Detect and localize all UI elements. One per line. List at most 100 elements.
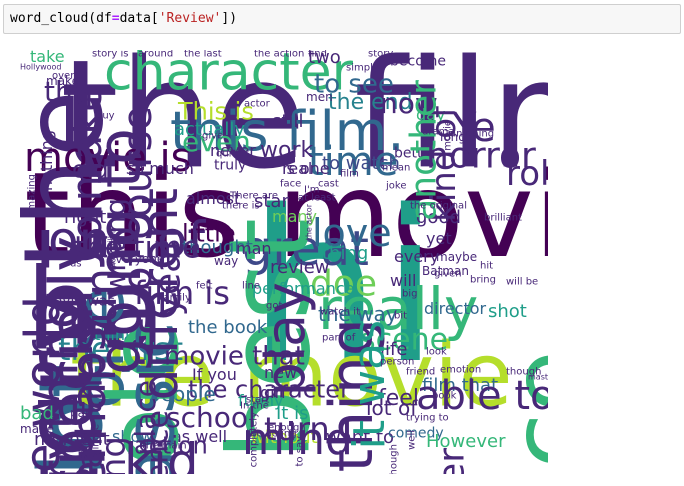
word-line: line — [242, 280, 260, 291]
word-way: way — [214, 254, 238, 268]
word-now: now — [380, 87, 438, 120]
word-never: never — [210, 141, 256, 160]
word-people: people — [148, 382, 216, 406]
word-part-of: part of — [322, 332, 356, 343]
code-cell-input[interactable]: word_cloud(df=data['Review']) — [3, 4, 681, 34]
word-performance: performance — [252, 279, 354, 298]
word-funny: funny — [238, 391, 284, 410]
word-film: film — [340, 168, 359, 179]
word-year: year — [148, 236, 189, 317]
word-life: life — [380, 339, 407, 360]
word-actually: actually — [174, 119, 245, 140]
word-day: day — [416, 105, 445, 124]
word-so-much: so much — [126, 159, 194, 178]
code-paren-close: ) — [229, 11, 238, 26]
word-completely: completely — [248, 412, 259, 467]
word-i-m: I'm — [304, 184, 319, 195]
word-start: start — [246, 394, 269, 405]
word-the-best: the best — [205, 218, 335, 474]
word-making: making — [94, 436, 134, 474]
word-the-world: the world — [20, 296, 71, 474]
word-big: big — [402, 288, 417, 299]
word-person: person — [380, 356, 414, 367]
word-perhaps: perhaps — [61, 326, 117, 474]
word-film-is: film is — [134, 274, 230, 312]
word-movie-that: movie that — [164, 341, 305, 371]
word-cast: cast — [318, 178, 339, 189]
word-every: every — [394, 247, 439, 266]
word-to-say: to say — [294, 436, 305, 467]
word-star: star — [254, 191, 289, 212]
word-as-well: as well — [172, 427, 227, 446]
word-film-that: film that — [422, 375, 498, 396]
word-mean: mean — [382, 162, 410, 173]
word-turn: turn — [264, 410, 330, 448]
word-everyone: everyone — [108, 252, 164, 266]
word-little: little — [182, 220, 236, 248]
word-around: around — [138, 50, 173, 59]
word-family: family — [160, 292, 191, 303]
word-show: show — [112, 427, 153, 446]
word-different: different — [131, 188, 189, 400]
word-the-action: the action — [254, 50, 304, 59]
word-the-first: the first — [58, 330, 183, 368]
word-will-be: will be — [506, 276, 538, 287]
word-it-was: it was — [344, 320, 395, 449]
word-going-to: going to — [85, 128, 155, 375]
word-school: school — [166, 401, 256, 434]
word-yet: yet — [426, 229, 452, 248]
word-made: made — [20, 422, 54, 436]
word-in-the: In the — [240, 400, 269, 411]
word-thing: thing — [322, 243, 368, 264]
word-take: take — [30, 50, 65, 66]
word-bring: bring — [470, 274, 496, 285]
code-line[interactable]: word_cloud(df=data['Review']) — [10, 11, 237, 27]
word-character: character — [104, 50, 354, 103]
word-the-plot: the plot — [20, 364, 123, 474]
word-really: really — [318, 275, 478, 343]
word-feel: feel — [378, 386, 419, 411]
word-actor: actor — [244, 98, 271, 109]
word-watch-it: watch it — [320, 306, 360, 317]
word-movie-was: movie was — [40, 294, 115, 310]
word-the-whole: the whole — [88, 322, 200, 474]
word-emotion: emotion — [440, 364, 481, 375]
word-role: role — [506, 154, 548, 194]
word-the-character: the character — [188, 376, 350, 404]
word-two: two — [308, 50, 341, 68]
word-even: even — [182, 125, 251, 158]
word-the-last: the last — [184, 50, 222, 59]
word-moment: moment — [34, 429, 110, 450]
word-great: great — [242, 221, 369, 277]
word-work: work — [260, 138, 313, 163]
word-the-audience: the audience — [489, 350, 548, 474]
word-without: without — [250, 427, 318, 448]
word-still: still — [272, 111, 303, 132]
word-given: given — [434, 268, 462, 279]
word-minute: minute — [90, 424, 101, 459]
word-it-is: It is — [276, 403, 308, 424]
code-string-key: 'Review' — [158, 11, 222, 26]
code-paren-open: ( — [88, 11, 97, 26]
word-however: However — [426, 431, 506, 452]
word-become: become — [390, 54, 446, 70]
word-the-film: the film — [60, 50, 548, 202]
word-us: us — [70, 258, 82, 269]
word-good: good — [416, 207, 461, 228]
word-the-way: the way — [318, 302, 398, 326]
word-story: story — [368, 50, 393, 59]
word-the-book: the book — [188, 317, 268, 338]
word-one: one — [62, 286, 139, 409]
code-function-name: word_cloud — [10, 11, 89, 26]
word-give: give — [202, 130, 223, 141]
word-part: part — [70, 406, 95, 420]
word-able-to: able to — [416, 373, 548, 419]
word-better: better — [394, 146, 437, 162]
word-ye: Ye — [451, 105, 496, 151]
word-something: something — [317, 318, 387, 474]
word-the-acting: the acting — [246, 428, 297, 439]
word-movie-but: movie but — [109, 230, 118, 270]
word-trying-to: trying to — [406, 412, 449, 423]
word-this-movie: this movie — [24, 146, 548, 284]
word-writing: writing — [99, 198, 132, 294]
